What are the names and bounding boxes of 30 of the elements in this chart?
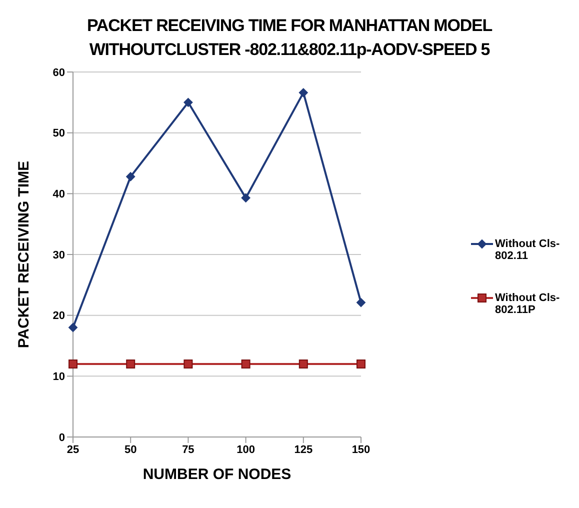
point	[184, 360, 193, 368]
x-tick-label: 75	[182, 444, 194, 456]
point	[126, 172, 136, 182]
x-tick-label: 50	[124, 444, 137, 456]
y-tick-label: 60	[52, 66, 65, 79]
y-tick-label: 0	[58, 432, 65, 444]
y-tick-label: 40	[52, 188, 65, 201]
point	[241, 193, 250, 202]
x-tick-label: 125	[294, 444, 313, 456]
point	[298, 88, 308, 98]
point	[241, 360, 250, 368]
y-tick-label: 10	[52, 371, 65, 384]
y-tick-label: 20	[52, 310, 65, 322]
y-tick-label: 50	[52, 128, 65, 140]
legend-label: Without Cls-802.11P	[495, 292, 561, 316]
point	[184, 98, 193, 107]
y-tick-label: 30	[52, 249, 65, 262]
x-tick-label: 25	[66, 444, 80, 456]
point	[356, 360, 366, 368]
point	[68, 323, 78, 332]
point	[68, 360, 78, 368]
chart-title: PACKET RECEIVING TIME FOR MANHATTAN MODEL WITHOUTCLUSTER -802.11&802.11p-AODV-SPEED 5	[86, 15, 494, 61]
x-tick-label: 100	[236, 444, 255, 456]
y-axis-title: PACKET RECEIVING TIME	[15, 160, 32, 348]
point	[356, 298, 366, 308]
x-tick-label: 150	[352, 444, 370, 456]
point	[126, 360, 136, 368]
legend-label: Without Cls-802.11	[495, 238, 561, 262]
x-axis-title: NUMBER OF NODES	[142, 466, 292, 483]
point	[298, 360, 308, 368]
